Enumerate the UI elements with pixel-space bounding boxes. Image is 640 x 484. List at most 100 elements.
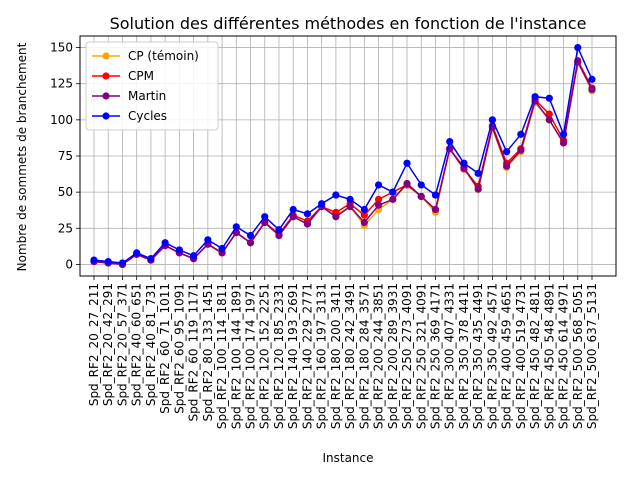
x-tick-label: Spd_RF2_60_95_1091 xyxy=(172,283,186,414)
x-tick-label: Spd_RF2_300_407_4331 xyxy=(443,283,457,429)
data-point-martin xyxy=(403,179,411,188)
data-point-martin xyxy=(431,205,440,214)
x-tick-label: Spd_RF2_120_152_2251 xyxy=(258,283,272,429)
series-group xyxy=(90,43,596,269)
data-point-cycles xyxy=(332,191,340,199)
data-point-martin xyxy=(275,231,283,240)
x-tick-label: Spd_RF2_140_229_2771 xyxy=(300,283,314,429)
data-point-cycles xyxy=(417,181,425,189)
x-tick-label: Spd_RF2_20_27_211 xyxy=(87,283,101,406)
x-ticks: Spd_RF2_20_27_211 Spd_RF2_20_42_291 Spd_RF… xyxy=(87,276,599,429)
x-tick-label: Spd_RF2_100_114_1811 xyxy=(215,283,229,429)
x-tick-label: Spd_RF2_350_435_4491 xyxy=(471,283,485,429)
legend-label: CP (témoin) xyxy=(128,49,199,63)
x-tick-label: Spd_RF2_400_459_4651 xyxy=(500,283,514,429)
x-tick-label: Spd_RF2_350_378_4411 xyxy=(457,283,471,429)
legend-marker xyxy=(102,52,110,60)
data-point-cycles xyxy=(275,226,283,234)
x-tick-label: Spd_RF2_400_519_4731 xyxy=(514,283,528,429)
series-cycles xyxy=(90,43,596,267)
data-point-cycles xyxy=(346,195,354,203)
legend-label: Cycles xyxy=(128,109,167,123)
data-point-cycles xyxy=(360,205,368,214)
x-tick-label: Spd_RF2_20_42_291 xyxy=(101,283,115,406)
data-point-martin xyxy=(360,218,368,227)
data-point-cycles xyxy=(161,239,169,247)
x-tick-label: Spd_RF2_450_614_4971 xyxy=(557,283,571,429)
data-point-cycles xyxy=(232,223,240,231)
data-point-cycles xyxy=(289,205,297,214)
legend-box xyxy=(85,41,219,131)
chart-title: Solution des différentes méthodes en fon… xyxy=(110,14,587,33)
y-tick-label: 50 xyxy=(58,185,73,199)
data-point-cycles xyxy=(133,249,141,257)
x-tick-label: Spd_RF2_200_289_3931 xyxy=(386,283,400,429)
data-point-martin xyxy=(389,195,397,203)
data-point-cpm xyxy=(360,211,368,219)
data-point-cycles xyxy=(545,94,553,102)
data-point-martin xyxy=(303,220,312,228)
x-tick-label: Spd_RF2_160_197_3131 xyxy=(315,283,329,429)
y-tick-label: 75 xyxy=(58,149,73,163)
data-point-cycles xyxy=(403,159,411,167)
data-point-cpm xyxy=(545,110,553,118)
y-tick-label: 150 xyxy=(50,41,73,55)
data-point-cycles xyxy=(204,236,212,244)
data-point-martin xyxy=(559,139,568,147)
data-point-cycles xyxy=(474,169,482,177)
data-point-cycles xyxy=(104,257,112,266)
data-point-martin xyxy=(289,213,297,221)
data-point-cycles xyxy=(246,231,255,240)
data-point-cycles xyxy=(503,148,511,156)
x-tick-label: Spd_RF2_80_133_1451 xyxy=(201,283,215,421)
data-point-martin xyxy=(374,201,383,209)
x-tick-label: Spd_RF2_20_57_371 xyxy=(115,283,129,406)
data-point-martin xyxy=(261,218,269,227)
data-point-cycles xyxy=(531,93,539,101)
x-tick-label: Spd_RF2_450_482_4811 xyxy=(528,283,542,429)
x-tick-label: Spd_RF2_40_60_651 xyxy=(130,283,144,406)
data-point-cycles xyxy=(517,130,525,138)
plot-frame xyxy=(79,35,617,277)
data-point-martin xyxy=(545,116,553,124)
data-point-martin xyxy=(332,213,340,221)
legend-marker xyxy=(102,92,110,100)
y-tick-label: 25 xyxy=(58,221,73,235)
y-tick-label: 0 xyxy=(65,257,73,271)
x-axis-label: Instance xyxy=(322,451,373,465)
data-point-martin xyxy=(517,146,525,154)
data-point-cycles xyxy=(446,137,454,146)
y-axis-label: Nombre de sommets de branchement xyxy=(15,42,29,271)
x-tick-label: Spd_RF2_250_321_4091 xyxy=(414,283,428,429)
x-tick-label: Spd_RF2_500_637_5131 xyxy=(585,283,599,429)
legend-label: CPM xyxy=(128,69,154,83)
legend: CP (témoin) CPM Martin Cycles xyxy=(85,41,219,131)
x-tick-label: Spd_RF2_200_244_3851 xyxy=(372,283,386,429)
x-tick-label: Spd_RF2_100_144_1891 xyxy=(229,283,243,429)
data-point-martin xyxy=(474,185,482,193)
legend-marker xyxy=(102,112,110,120)
x-tick-label: Spd_RF2_250_369_4171 xyxy=(428,283,442,429)
data-point-cycles xyxy=(118,259,127,267)
data-point-martin xyxy=(246,239,255,247)
data-point-cycles xyxy=(147,255,155,263)
data-point-cycles xyxy=(374,181,383,189)
data-point-martin xyxy=(417,192,425,201)
x-tick-label: Spd_RF2_40_81_731 xyxy=(144,283,158,406)
data-point-cycles xyxy=(559,130,568,138)
x-tick-label: Spd_RF2_180_242_3491 xyxy=(343,283,357,429)
data-point-cycles xyxy=(389,188,397,196)
x-tick-label: Spd_RF2_60_119_1171 xyxy=(187,283,201,421)
y-ticks: 0 25 50 75 100 125 150 xyxy=(50,41,80,271)
data-point-cycles xyxy=(175,246,183,254)
x-tick-label: Spd_RF2_180_284_3571 xyxy=(357,283,371,429)
y-tick-label: 100 xyxy=(50,113,73,127)
x-tick-label: Spd_RF2_500_568_5051 xyxy=(571,283,585,429)
x-tick-label: Spd_RF2_180_200_3411 xyxy=(329,283,343,429)
x-tick-label: Spd_RF2_100_174_1971 xyxy=(244,283,258,429)
data-point-cycles xyxy=(261,213,269,221)
x-tick-label: Spd_RF2_450_548_4891 xyxy=(542,283,556,429)
data-point-cycles xyxy=(574,43,582,52)
data-point-cycles xyxy=(318,200,326,208)
data-point-cycles xyxy=(431,191,440,199)
